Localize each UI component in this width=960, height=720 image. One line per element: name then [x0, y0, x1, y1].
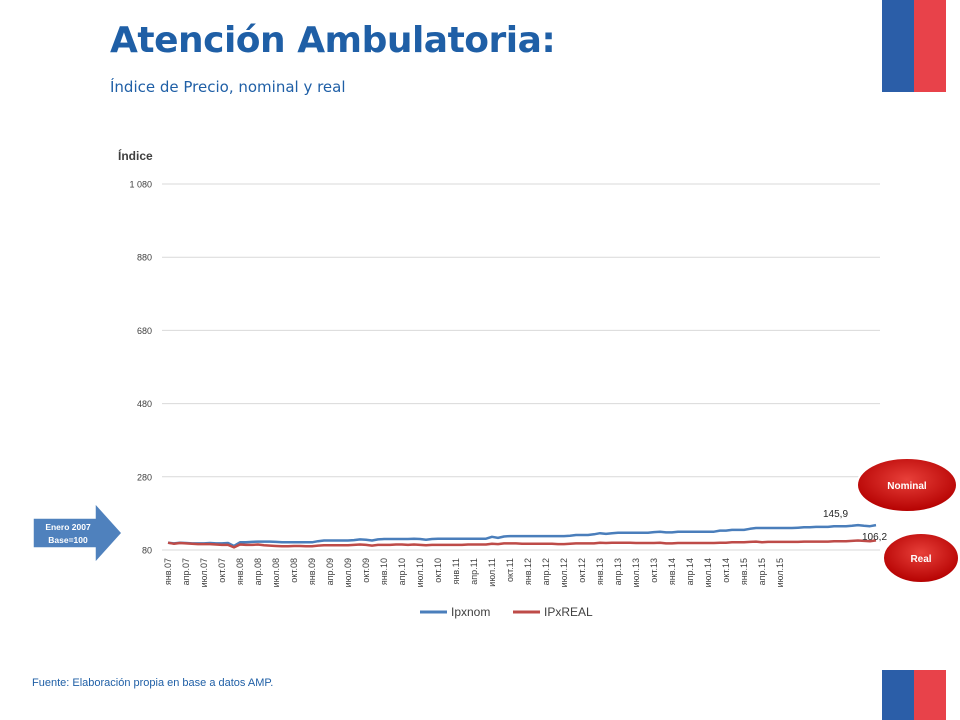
y-tick-label: 480	[137, 399, 152, 409]
x-tick-label: окт.10	[433, 558, 443, 583]
x-tick-label: апр.09	[325, 558, 335, 585]
last-nominal-label: 145,9	[823, 509, 848, 520]
x-tick-label: апр.11	[469, 558, 479, 585]
x-tick-label: окт.14	[721, 558, 731, 583]
x-tick-label: янв.12	[523, 558, 533, 585]
base-arrow-line2: Base=100	[48, 535, 88, 545]
x-tick-label: янв.11	[451, 558, 461, 584]
x-tick-label: апр.14	[685, 558, 695, 585]
x-tick-label: окт.07	[217, 558, 227, 583]
x-tick-label: окт.11	[505, 558, 515, 582]
real-badge: Real	[882, 532, 960, 584]
y-tick-label: 80	[142, 546, 152, 556]
y-tick-label: 680	[137, 326, 152, 336]
y-tick-label: 1 080	[129, 180, 152, 190]
real-badge-label: Real	[910, 554, 931, 565]
last-real-label: 106,2	[862, 532, 887, 543]
x-tick-label: июл.15	[775, 558, 785, 587]
x-tick-label: окт.08	[289, 558, 299, 583]
legend-label-nominal: Ipxnom	[451, 605, 490, 619]
x-tick-label: июл.12	[559, 558, 569, 587]
x-tick-label: янв.13	[595, 558, 605, 585]
x-tick-label: июл.08	[271, 558, 281, 587]
x-tick-label: янв.07	[163, 558, 173, 585]
page-subtitle: Índice de Precio, nominal y real	[110, 78, 346, 96]
y-tick-label: 280	[137, 472, 152, 482]
source-note: Fuente: Elaboración propia en base a dat…	[32, 677, 274, 689]
x-tick-label: июл.10	[415, 558, 425, 587]
series-line-nominal	[167, 523, 877, 548]
y-axis-title: Índice	[118, 148, 153, 163]
legend-label-real: IPxREAL	[544, 605, 593, 619]
x-tick-label: июл.07	[199, 558, 209, 587]
x-tick-label: апр.10	[397, 558, 407, 585]
chile-flag-top	[882, 0, 946, 92]
nominal-badge-label: Nominal	[887, 481, 927, 492]
x-tick-label: янв.09	[307, 558, 317, 585]
x-tick-label: янв.08	[235, 558, 245, 585]
x-tick-label: апр.08	[253, 558, 263, 585]
x-tick-label: апр.13	[613, 558, 623, 585]
x-tick-label: окт.09	[361, 558, 371, 583]
x-tick-label: апр.15	[757, 558, 767, 585]
x-tick-label: янв.10	[379, 558, 389, 585]
x-tick-label: апр.12	[541, 558, 551, 585]
series-line-real	[167, 539, 877, 549]
x-tick-label: июл.09	[343, 558, 353, 587]
x-tick-label: янв.15	[739, 558, 749, 585]
base-arrow-callout: Enero 2007 Base=100	[32, 501, 124, 565]
x-tick-label: июл.13	[631, 558, 641, 587]
x-tick-label: апр.07	[181, 558, 191, 585]
nominal-badge: Nominal	[856, 457, 958, 513]
base-arrow-line1: Enero 2007	[45, 522, 91, 532]
x-tick-label: июл.14	[703, 558, 713, 587]
chile-flag-bottom	[882, 670, 946, 720]
legend: Ipxnom IPxREAL	[420, 605, 593, 619]
x-tick-label: окт.13	[649, 558, 659, 583]
page-title: Atención Ambulatoria:	[110, 20, 556, 61]
y-tick-label: 880	[137, 253, 152, 263]
x-tick-label: окт.12	[577, 558, 587, 583]
x-tick-label: янв.14	[667, 558, 677, 585]
x-tick-label: июл.11	[487, 558, 497, 587]
